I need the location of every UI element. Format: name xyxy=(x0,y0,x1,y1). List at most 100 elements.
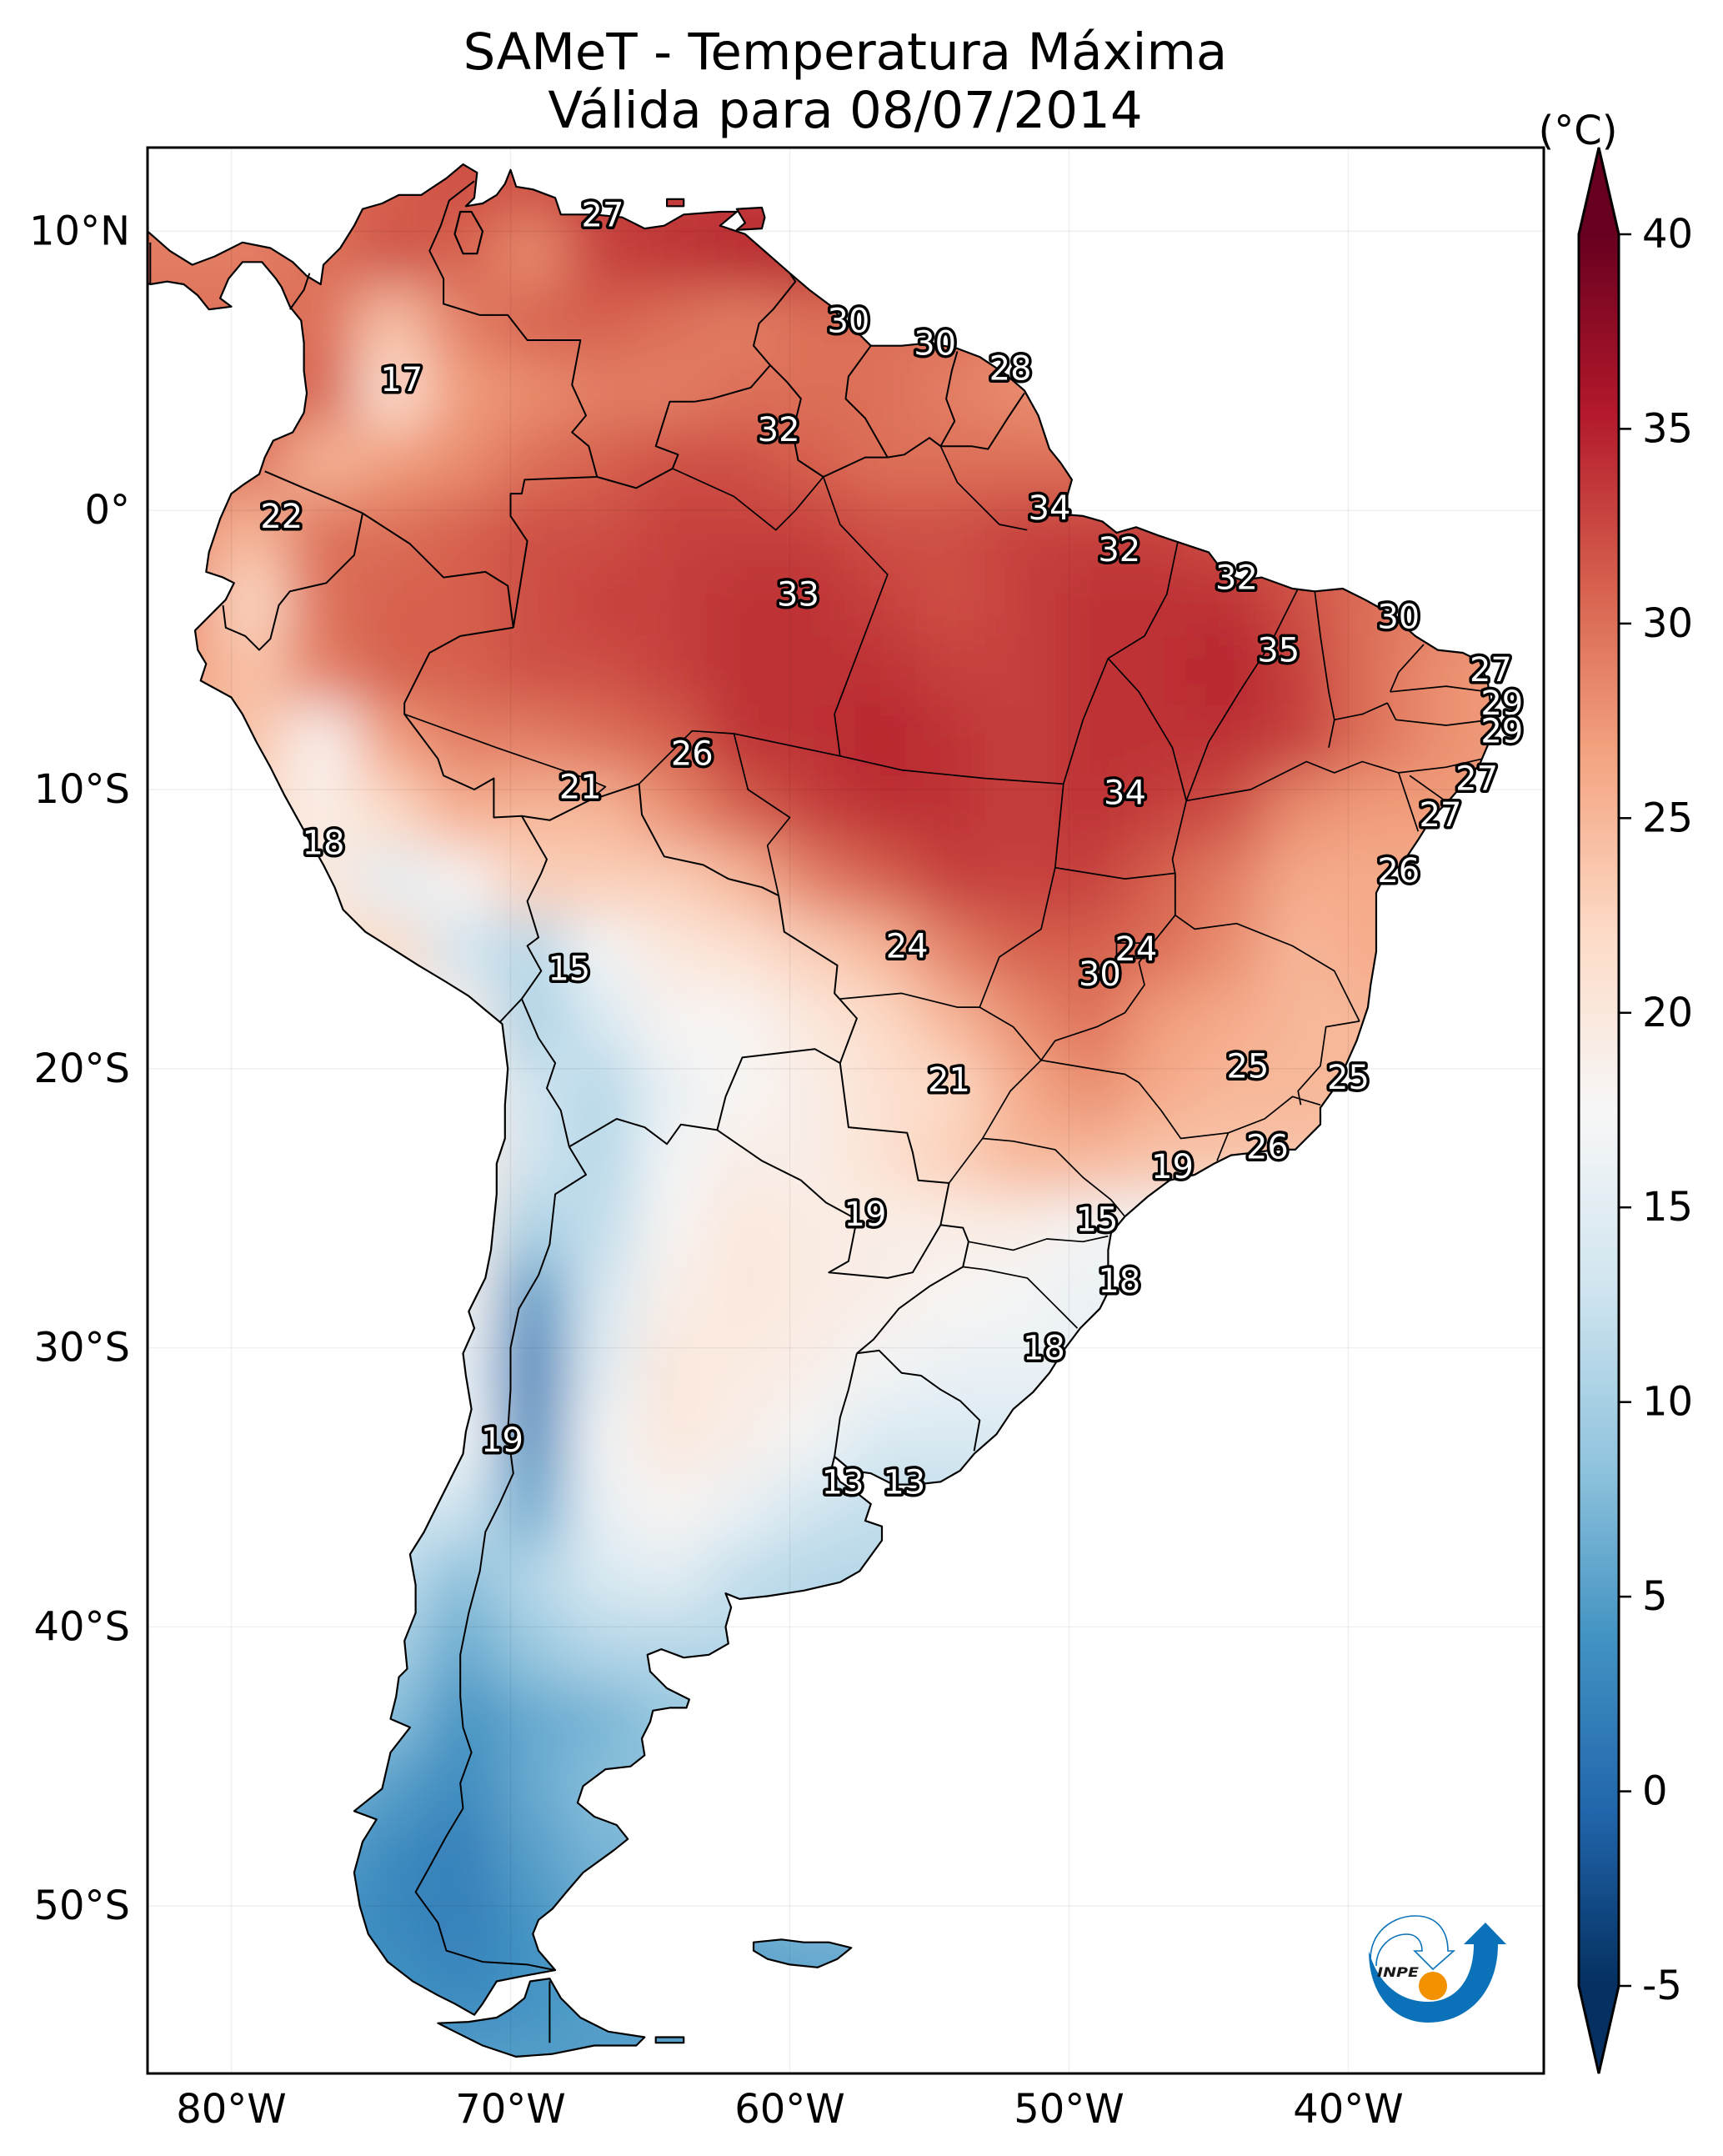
temperature-cell xyxy=(915,915,987,986)
temperature-cell xyxy=(357,426,428,498)
lakes xyxy=(453,210,484,255)
temperature-cell xyxy=(566,1403,638,1475)
state-border xyxy=(1115,942,1145,960)
temperature-cell xyxy=(636,287,708,358)
colorbar-tick-label: 0 xyxy=(1642,1768,1668,1815)
temperature-cell xyxy=(915,496,987,568)
state-borders xyxy=(403,445,1491,1329)
temperature-cell xyxy=(845,845,917,916)
state-border xyxy=(939,445,1028,531)
temperature-cell xyxy=(706,985,777,1055)
temperature-cell xyxy=(427,1822,498,1893)
colorbar-extend-max xyxy=(1579,148,1619,234)
temperature-cell xyxy=(845,1124,917,1196)
temperature-cell xyxy=(636,1264,708,1335)
temperature-cell xyxy=(706,1124,777,1196)
temperature-cell xyxy=(1334,635,1405,707)
longitude-tick-labels: 80°W 70°W 60°W 50°W 40°W xyxy=(176,2086,1404,2133)
temperature-cell xyxy=(775,1055,847,1126)
temperature-cell xyxy=(1124,845,1196,916)
state-border xyxy=(1040,1059,1229,1140)
gridlines xyxy=(148,148,1544,2073)
state-border xyxy=(1398,758,1483,774)
station-label: 30 xyxy=(914,324,956,363)
temperature-cell xyxy=(706,1473,777,1544)
state-border xyxy=(948,1060,1042,1184)
country-border xyxy=(520,998,570,1147)
temperature-cell xyxy=(1054,845,1126,916)
temperature-cell xyxy=(496,1333,568,1405)
colorbar-tick-label: 20 xyxy=(1642,990,1693,1036)
temperature-cell xyxy=(1195,705,1266,777)
temperature-cell xyxy=(636,357,708,428)
temperature-cell xyxy=(496,985,568,1055)
station-label: 25 xyxy=(1327,1059,1370,1097)
temperature-cell xyxy=(496,1612,568,1684)
temperature-cell xyxy=(706,915,777,986)
temperature-cell xyxy=(985,845,1056,916)
temperature-cell xyxy=(357,1822,428,1893)
temperature-cell xyxy=(775,1264,847,1335)
temperature-cell xyxy=(636,985,708,1055)
temperature-cell xyxy=(845,775,917,846)
temperature-cell xyxy=(1124,635,1196,707)
temperature-cell xyxy=(1054,1055,1126,1126)
lake-maracaibo xyxy=(453,210,484,255)
state-border xyxy=(1397,772,1420,832)
temperature-cell xyxy=(1195,915,1266,986)
temperature-cell xyxy=(1124,915,1196,986)
temperature-cell xyxy=(775,566,847,637)
temperature-cell xyxy=(636,1194,708,1266)
temperature-cell xyxy=(1124,985,1196,1055)
temperature-cell xyxy=(636,775,708,846)
station-label: 19 xyxy=(844,1196,887,1234)
temperature-cell xyxy=(915,1194,987,1266)
temperature-cell xyxy=(775,1473,847,1544)
temperature-cell xyxy=(566,217,638,288)
temperature-cell xyxy=(915,357,987,428)
latitude-tick-labels: 10°N 0° 10°S 20°S 30°S 40°S 50°S xyxy=(29,208,130,1929)
station-label: 29 xyxy=(1480,684,1523,723)
temperature-cell xyxy=(287,566,358,637)
temperature-cell xyxy=(636,1124,708,1196)
temperature-cell xyxy=(636,426,708,498)
temperature-cell xyxy=(427,635,498,707)
colorbar-tick-label: 15 xyxy=(1642,1184,1693,1231)
temperature-cell xyxy=(985,705,1056,777)
temperature-cell xyxy=(636,915,708,986)
station-label: 30 xyxy=(1377,598,1420,636)
lon-tick-label: 70°W xyxy=(455,2086,566,2133)
temperature-cell xyxy=(636,566,708,637)
colorbar-gradient xyxy=(1579,234,1619,1986)
temperature-cell xyxy=(845,635,917,707)
state-border xyxy=(1186,760,1400,802)
temperature-cell xyxy=(985,496,1056,568)
temperature-cell xyxy=(706,1055,777,1126)
station-label: 35 xyxy=(1257,632,1300,670)
temperature-cell xyxy=(357,775,428,846)
state-border xyxy=(1390,685,1489,693)
lat-tick-label: 10°N xyxy=(29,208,130,254)
coastline-tierra-del-fuego xyxy=(437,1978,646,2058)
temperature-cell xyxy=(845,357,917,428)
temperature-cell xyxy=(915,635,987,707)
temperature-cell xyxy=(566,915,638,986)
station-label: 25 xyxy=(1226,1047,1269,1086)
temperature-cell xyxy=(566,496,638,568)
station-label: 30 xyxy=(827,303,869,341)
temperature-cell xyxy=(1054,775,1126,846)
temperature-cell xyxy=(915,705,987,777)
state-border xyxy=(672,468,824,531)
temperature-cell xyxy=(915,1124,987,1196)
temperature-cell xyxy=(287,705,358,777)
temperature-cell xyxy=(496,1682,568,1753)
temperature-cell xyxy=(775,1194,847,1266)
temperature-cell xyxy=(566,566,638,637)
temperature-cell xyxy=(566,1264,638,1335)
temperature-cell xyxy=(706,1264,777,1335)
temperature-cell xyxy=(1195,845,1266,916)
temperature-cell xyxy=(566,1124,638,1196)
station-label: 18 xyxy=(303,825,345,863)
temperature-cell xyxy=(915,985,987,1055)
